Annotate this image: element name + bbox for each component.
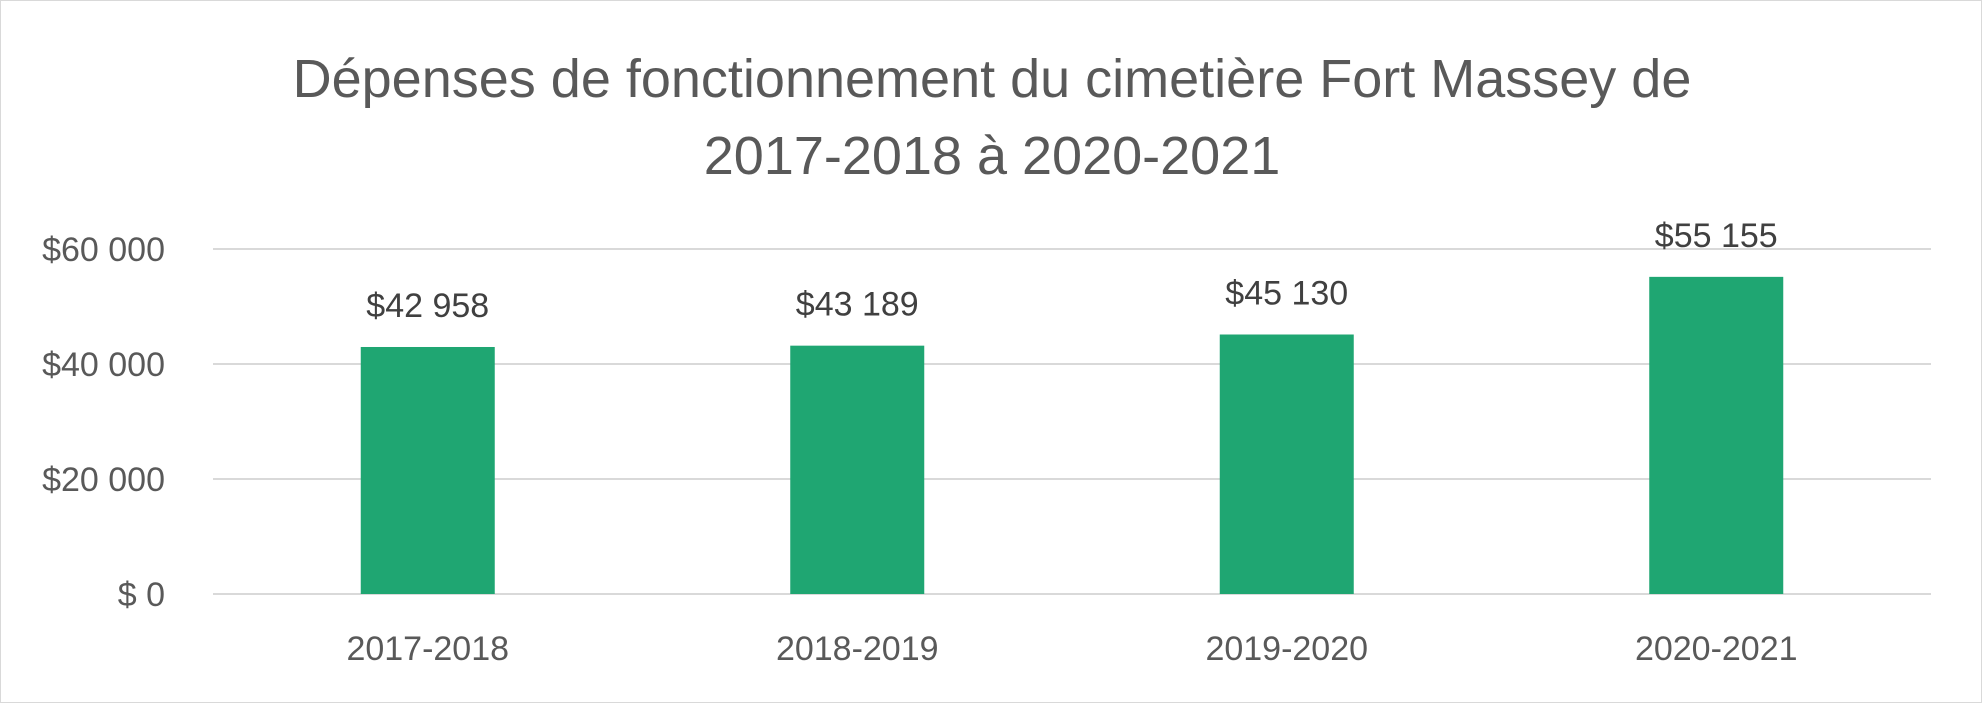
x-tick-label: 2018-2019 [776, 630, 939, 668]
data-labels: $42 958 $43 189 $45 130 $55 155 [366, 217, 1777, 325]
bar [1219, 334, 1354, 594]
data-label: $55 155 [1655, 217, 1778, 255]
bars [360, 276, 1784, 594]
gridlines [213, 248, 1931, 595]
y-tick-label: $20 000 [42, 461, 165, 499]
bar [1649, 276, 1784, 594]
data-label: $42 958 [366, 287, 489, 325]
chart-title-line-2: 2017-2018 à 2020-2021 [703, 126, 1281, 186]
x-tick-label: 2017-2018 [346, 630, 509, 668]
bar [790, 345, 925, 594]
x-tick-label: 2019-2020 [1205, 630, 1368, 668]
x-axis-tick-labels: 2017-2018 2018-2019 2019-2020 2020-2021 [346, 630, 1797, 668]
y-tick-label: $60 000 [42, 231, 165, 269]
y-tick-label: $ 0 [118, 576, 165, 614]
y-axis-tick-labels: $ 0 $20 000 $40 000 $60 000 [42, 231, 165, 614]
data-label: $43 189 [796, 286, 919, 324]
x-tick-label: 2020-2021 [1635, 630, 1798, 668]
y-tick-label: $40 000 [42, 346, 165, 384]
chart-title-line-1: Dépenses de fonctionnement du cimetière … [292, 49, 1692, 109]
data-label: $45 130 [1225, 275, 1348, 313]
bar [360, 346, 495, 594]
